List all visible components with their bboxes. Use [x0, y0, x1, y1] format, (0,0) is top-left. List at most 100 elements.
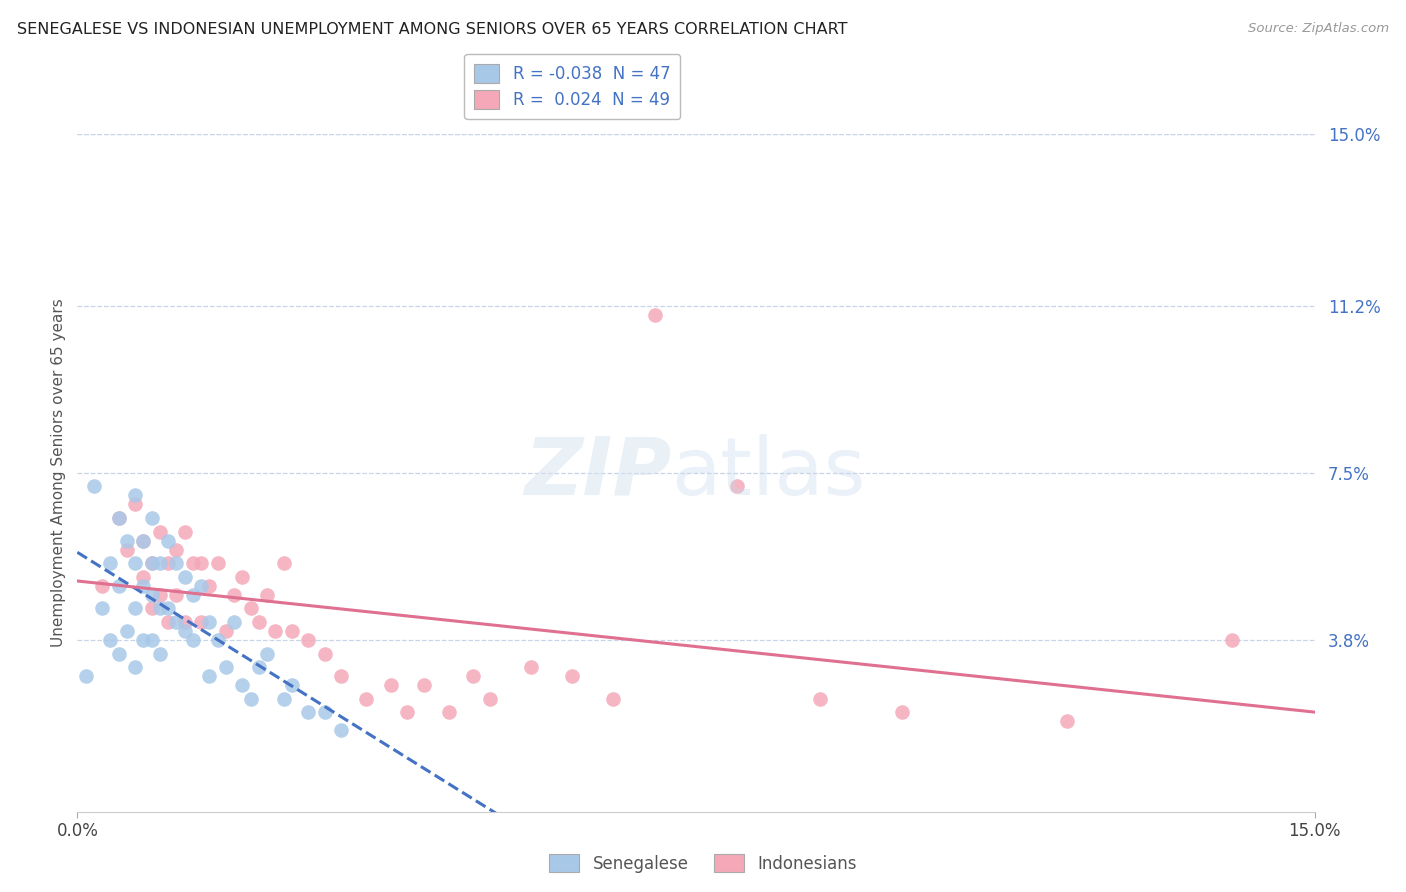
- Point: [149, 588, 172, 602]
- Point: [330, 723, 353, 738]
- Point: [141, 588, 163, 602]
- Point: [157, 533, 180, 548]
- Point: [297, 706, 319, 720]
- Point: [231, 678, 253, 692]
- Point: [107, 579, 129, 593]
- Point: [149, 601, 172, 615]
- Point: [215, 660, 238, 674]
- Point: [273, 691, 295, 706]
- Point: [75, 669, 97, 683]
- Point: [115, 624, 138, 638]
- Point: [437, 706, 460, 720]
- Point: [190, 615, 212, 629]
- Point: [222, 588, 245, 602]
- Point: [644, 308, 666, 322]
- Point: [891, 706, 914, 720]
- Point: [330, 669, 353, 683]
- Point: [198, 615, 221, 629]
- Point: [198, 669, 221, 683]
- Point: [273, 556, 295, 570]
- Point: [725, 479, 748, 493]
- Point: [107, 647, 129, 661]
- Point: [107, 511, 129, 525]
- Legend: Senegalese, Indonesians: Senegalese, Indonesians: [543, 847, 863, 880]
- Point: [354, 691, 377, 706]
- Point: [808, 691, 831, 706]
- Point: [157, 556, 180, 570]
- Point: [157, 601, 180, 615]
- Point: [141, 556, 163, 570]
- Point: [264, 624, 287, 638]
- Point: [91, 601, 114, 615]
- Point: [190, 579, 212, 593]
- Point: [190, 556, 212, 570]
- Point: [149, 647, 172, 661]
- Point: [98, 556, 121, 570]
- Point: [149, 524, 172, 539]
- Point: [141, 556, 163, 570]
- Point: [1056, 714, 1078, 729]
- Point: [207, 556, 229, 570]
- Point: [247, 660, 270, 674]
- Point: [173, 570, 195, 584]
- Point: [173, 624, 195, 638]
- Point: [215, 624, 238, 638]
- Point: [181, 632, 204, 647]
- Point: [412, 678, 434, 692]
- Point: [124, 488, 146, 502]
- Point: [520, 660, 543, 674]
- Point: [165, 542, 187, 557]
- Point: [561, 669, 583, 683]
- Point: [98, 632, 121, 647]
- Text: Source: ZipAtlas.com: Source: ZipAtlas.com: [1249, 22, 1389, 36]
- Text: atlas: atlas: [671, 434, 866, 512]
- Point: [132, 579, 155, 593]
- Legend: R = -0.038  N = 47, R =  0.024  N = 49: R = -0.038 N = 47, R = 0.024 N = 49: [464, 54, 681, 120]
- Point: [396, 706, 419, 720]
- Point: [181, 556, 204, 570]
- Point: [132, 533, 155, 548]
- Point: [297, 632, 319, 647]
- Point: [231, 570, 253, 584]
- Point: [256, 588, 278, 602]
- Point: [602, 691, 624, 706]
- Point: [124, 497, 146, 511]
- Point: [314, 706, 336, 720]
- Point: [115, 533, 138, 548]
- Point: [239, 601, 262, 615]
- Point: [141, 601, 163, 615]
- Point: [132, 632, 155, 647]
- Point: [124, 556, 146, 570]
- Point: [165, 588, 187, 602]
- Point: [91, 579, 114, 593]
- Point: [124, 660, 146, 674]
- Point: [281, 678, 304, 692]
- Point: [132, 533, 155, 548]
- Point: [165, 556, 187, 570]
- Point: [149, 556, 172, 570]
- Text: ZIP: ZIP: [524, 434, 671, 512]
- Point: [141, 632, 163, 647]
- Point: [281, 624, 304, 638]
- Point: [173, 615, 195, 629]
- Point: [478, 691, 501, 706]
- Point: [107, 511, 129, 525]
- Point: [132, 570, 155, 584]
- Point: [239, 691, 262, 706]
- Point: [173, 524, 195, 539]
- Point: [207, 632, 229, 647]
- Point: [463, 669, 485, 683]
- Point: [222, 615, 245, 629]
- Point: [157, 615, 180, 629]
- Text: SENEGALESE VS INDONESIAN UNEMPLOYMENT AMONG SENIORS OVER 65 YEARS CORRELATION CH: SENEGALESE VS INDONESIAN UNEMPLOYMENT AM…: [17, 22, 848, 37]
- Point: [256, 647, 278, 661]
- Point: [115, 542, 138, 557]
- Point: [314, 647, 336, 661]
- Point: [380, 678, 402, 692]
- Point: [165, 615, 187, 629]
- Point: [1220, 632, 1243, 647]
- Point: [247, 615, 270, 629]
- Point: [124, 601, 146, 615]
- Point: [141, 511, 163, 525]
- Point: [83, 479, 105, 493]
